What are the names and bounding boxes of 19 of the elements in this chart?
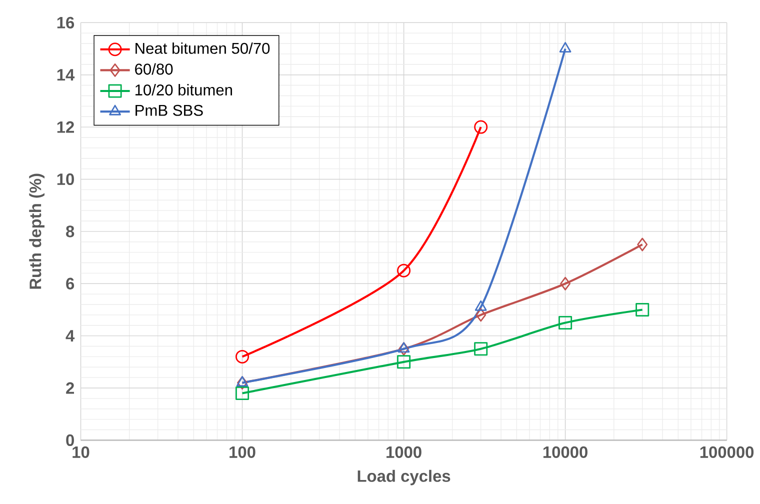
legend-label: PmB SBS [136,104,203,116]
x-tick-label: 1000 [386,446,422,458]
y-axis-title: Ruth depth (%) [29,174,44,289]
x-tick-label: 100000 [700,446,754,458]
y-tick-label: 0 [66,434,74,446]
y-tick-label: 12 [57,121,74,133]
x-tick-label: 100 [230,446,256,458]
x-axis-title: Load cycles [358,470,450,486]
legend-label: 60/80 [135,63,173,75]
y-tick-label: 10 [57,173,74,185]
y-tick-label: 8 [66,226,74,238]
y-tick-label: 16 [57,16,74,28]
y-tick-label: 6 [66,278,74,290]
x-tick-label: 10000 [543,446,588,458]
y-tick-label: 14 [57,69,75,80]
legend-label: Neat bitumen 50/70 [136,42,270,54]
y-tick-label: 2 [66,382,74,394]
y-tick-label: 4 [66,330,75,342]
legend-label: 10/20 bitumen [136,84,232,96]
